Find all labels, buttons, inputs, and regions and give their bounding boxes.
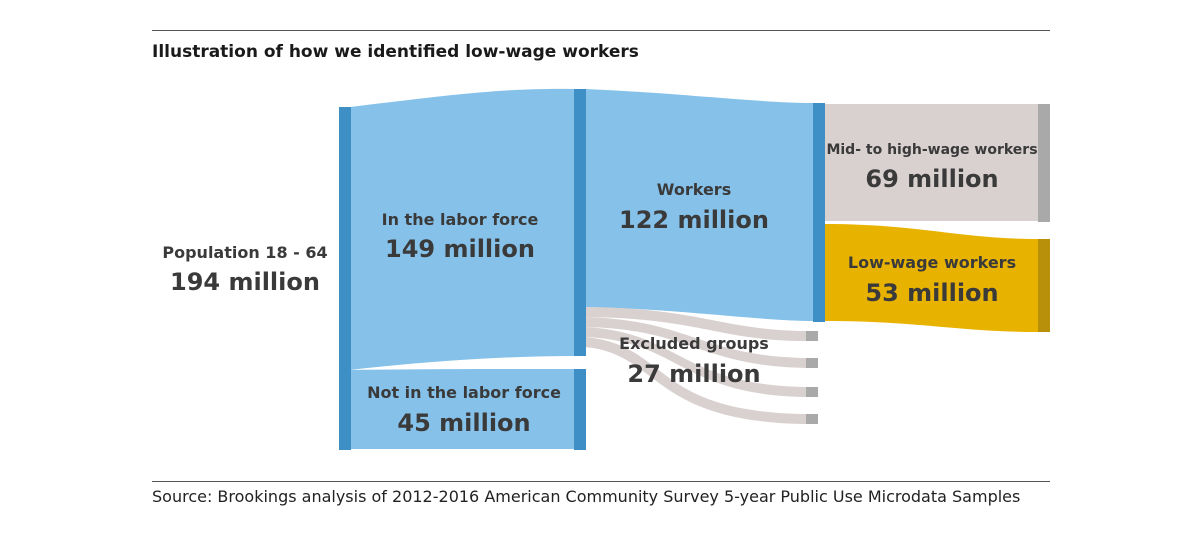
node-bar-low-wage [1038,239,1050,332]
not-labor-force-label: Not in the labor force [367,383,561,402]
not-labor-force-value: 45 million [397,409,530,437]
node-bar-labor-force [574,89,586,356]
mid-high-label: Mid- to high-wage workers [826,142,1037,158]
flow-excluded-strand-4 [585,337,806,424]
labor-force-value: 149 million [385,235,535,263]
node-bar-population [339,107,351,450]
workers-label: Workers [657,180,731,199]
node-bar-workers [813,103,825,322]
flow-population-to-labor-force [350,88,575,370]
node-bar-excluded-4 [806,414,818,424]
mid-high-value: 69 million [865,165,998,193]
flow-excluded-strand-1 [585,307,806,341]
low-wage-value: 53 million [865,279,998,307]
node-bar-excluded-3 [806,387,818,397]
node-bar-excluded-2 [806,358,818,368]
population-label: Population 18 - 64 [162,243,327,262]
population-value: 194 million [170,268,320,296]
flow-population-to-not-labor-force [350,369,585,449]
source-note: Source: Brookings analysis of 2012-2016 … [152,487,1021,506]
node-bar-not-labor-force [574,369,586,450]
excluded-value: 27 million [627,360,760,388]
top-rule [152,30,1050,31]
flow-labor-force-to-workers [585,89,814,321]
flow-workers-to-mid-high [824,104,1038,221]
bottom-rule [152,481,1050,482]
flow-excluded-strand-3 [585,327,806,397]
flow-workers-to-low-wage [824,224,1038,332]
workers-value: 122 million [619,206,769,234]
node-bar-excluded-1 [806,331,818,341]
excluded-label: Excluded groups [619,334,769,353]
flow-excluded-strand-2 [585,317,806,368]
labor-force-label: In the labor force [382,210,539,229]
low-wage-label: Low-wage workers [848,253,1016,272]
chart-title: Illustration of how we identified low-wa… [152,42,639,62]
node-bar-mid-high [1038,104,1050,222]
